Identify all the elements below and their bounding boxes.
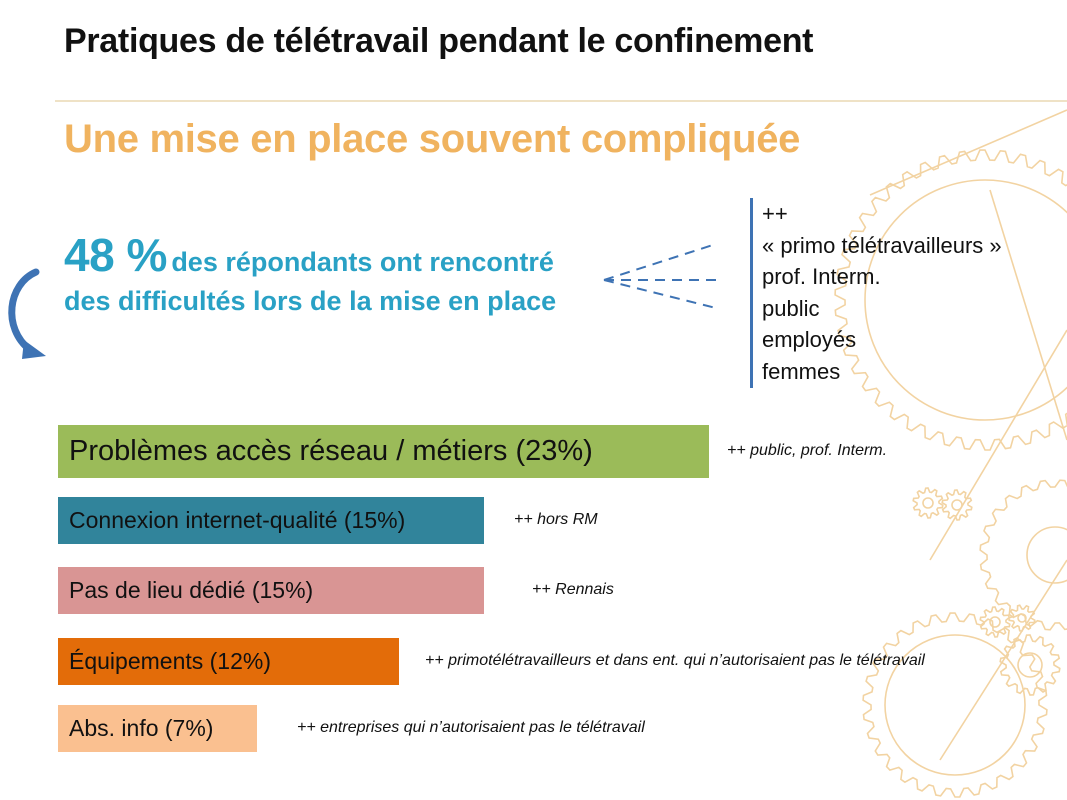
bar-label: Équipements (12%) — [69, 648, 271, 674]
bar-label: Pas de lieu dédié (15%) — [69, 577, 314, 603]
bar-annotation: ++ public, prof. Interm. — [727, 441, 888, 459]
over-represented-groups: ++ « primo télétravailleurs » prof. Interm… — [750, 198, 1002, 388]
group-item: « primo télétravailleurs » — [762, 232, 1002, 258]
chart-bar: Problèmes accès réseau / métiers (23%) — [58, 425, 709, 478]
bar-label: Connexion internet-qualité (15%) — [69, 507, 406, 533]
bar-label: Problèmes accès réseau / métiers (23%) — [69, 435, 593, 467]
bar-label: Abs. info (7%) — [69, 715, 214, 741]
bar-annotation: ++ Rennais — [532, 580, 614, 598]
gear-hole — [922, 497, 934, 509]
connector-lines — [603, 243, 717, 309]
gear-icon — [1008, 604, 1036, 632]
group-item: femmes — [762, 358, 841, 384]
page-title: Pratiques de télétravail pendant le conf… — [64, 22, 814, 60]
bar-annotation: ++ hors RM — [514, 510, 598, 528]
gear-icon — [999, 634, 1061, 696]
group-item: public — [762, 295, 820, 321]
gear-hole — [1017, 652, 1043, 678]
highlight-text-line2: des difficultés lors de la mise en place — [64, 286, 557, 316]
gear-hole — [864, 179, 1067, 421]
bar-annotation: ++ primotélétravailleurs et dans ent. qu… — [425, 651, 925, 669]
gear-icon — [979, 606, 1011, 638]
chart-bar: Connexion internet-qualité (15%) — [58, 497, 484, 544]
gear-hole — [1017, 613, 1027, 623]
highlight-block: 48 % des répondants ont rencontré des di… — [64, 228, 556, 317]
group-item: ++ — [762, 201, 788, 226]
highlight-percentage: 48 % — [64, 229, 167, 281]
group-item: employés — [762, 327, 857, 353]
chart-bar: Abs. info (7%) — [58, 705, 257, 752]
gear-icon — [941, 489, 973, 521]
gear-hole — [884, 634, 1026, 776]
chart-bar: Équipements (12%) — [58, 638, 399, 685]
page-subtitle: Une mise en place souvent compliquée — [64, 117, 801, 161]
gear-icon — [862, 612, 1048, 798]
gear-hole — [989, 616, 1001, 628]
gear-icon — [979, 479, 1067, 631]
chart-bar: Pas de lieu dédié (15%) — [58, 567, 484, 614]
curved-arrow-icon — [8, 268, 46, 359]
highlight-text-line1: des répondants ont rencontré — [171, 247, 554, 277]
gear-hole — [1026, 526, 1067, 584]
gear-icon — [912, 487, 944, 519]
gear-hole — [951, 499, 963, 511]
bar-annotation: ++ entreprises qui n’autorisaient pas le… — [297, 718, 645, 736]
title-divider — [55, 100, 1067, 102]
gear-icon — [834, 149, 1067, 451]
group-item: prof. Interm. — [762, 264, 881, 290]
